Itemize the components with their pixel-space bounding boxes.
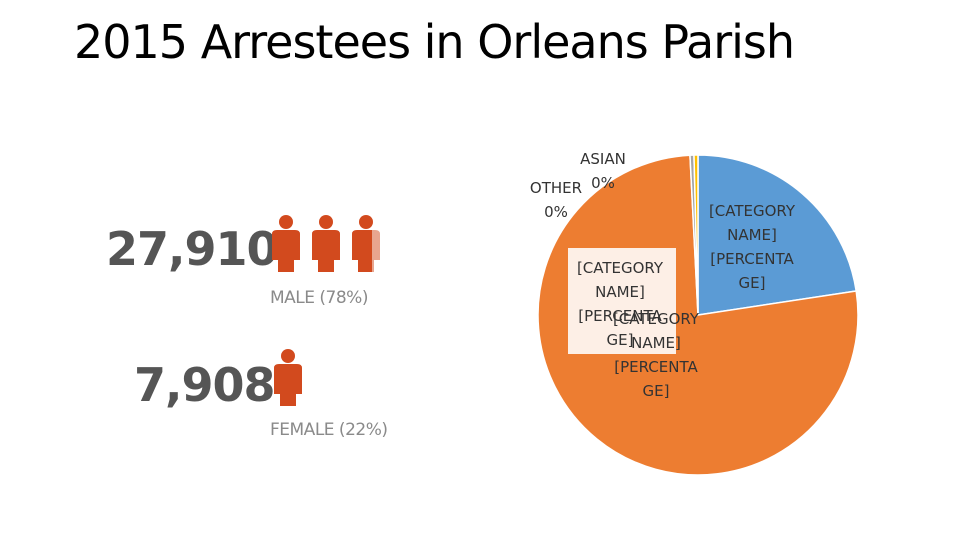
pie-slice-0: [697, 154, 858, 316]
male-label: MALE (78%): [270, 288, 368, 308]
person-icon: [312, 215, 340, 272]
pie-slice-1: [537, 154, 859, 476]
pie-slice-3: [693, 154, 699, 316]
page-title: 2015 Arrestees in Orleans Parish: [74, 15, 795, 69]
person-icon: [272, 215, 300, 272]
male-icons: [268, 214, 384, 272]
person-icon-partial: [352, 215, 380, 272]
female-count: 7,908: [134, 358, 276, 412]
female-icons: [270, 348, 306, 406]
slice-label-0: [CATEGORY NAME] [PERCENTA GE]: [709, 202, 796, 292]
slice-label-2: OTHER 0%: [530, 179, 582, 221]
male-count: 27,910: [106, 222, 279, 276]
slice-label-3: ASIAN 0%: [580, 150, 626, 192]
female-label: FEMALE (22%): [270, 420, 388, 440]
overlay-slice-label: [CATEGORY NAME] [PERCENTA GE]: [613, 310, 700, 400]
slice-label-1: [CATEGORY NAME] [PERCENTA GE]: [577, 259, 664, 349]
person-icon: [274, 349, 302, 406]
label-background: [568, 248, 676, 354]
